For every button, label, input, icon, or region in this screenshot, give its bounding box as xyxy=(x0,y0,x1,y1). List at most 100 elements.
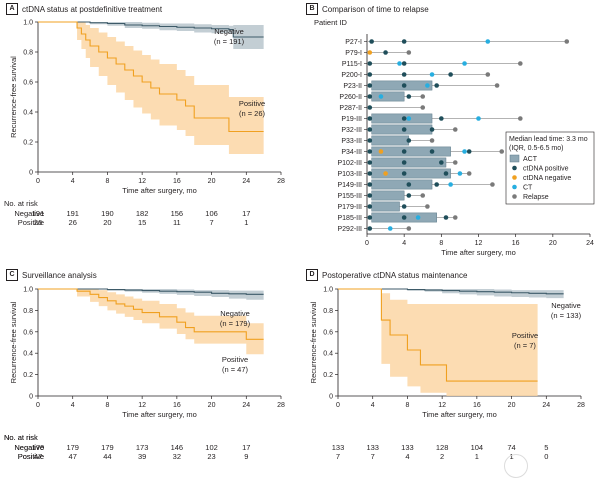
legend-subtitle: (IQR, 0.5-6.5 mo) xyxy=(509,145,563,152)
act-bar xyxy=(371,190,405,201)
x-tick-label: 0 xyxy=(365,240,369,247)
ctdna-positive-point xyxy=(367,226,373,231)
at-risk-cell: 11 xyxy=(172,218,181,227)
ctdna-positive-point xyxy=(401,39,407,44)
at-risk-row-label: Positive xyxy=(17,218,44,227)
at-risk-cell: 47 xyxy=(33,452,43,461)
at-risk-cell: 102 xyxy=(205,443,218,452)
y-axis-label: Recurrence-free survival xyxy=(309,301,318,383)
at-risk-cell: 156 xyxy=(170,209,184,218)
x-axis-label: Time after surgery, mo xyxy=(122,186,197,195)
x-tick-label: 20 xyxy=(208,178,216,185)
ctdna-positive-point xyxy=(429,149,435,154)
y-tick-label: 1.0 xyxy=(323,287,333,294)
y-tick-label: 0.6 xyxy=(23,329,33,336)
at-risk-cell: 20 xyxy=(103,218,112,227)
negative-label: Negative xyxy=(214,27,244,36)
negative-n-label: (n = 133) xyxy=(551,311,582,320)
legend-box xyxy=(505,131,595,205)
positive-label: Positive xyxy=(239,99,265,108)
positive-n-label: (n = 47) xyxy=(222,365,249,374)
y-tick-label: 0.2 xyxy=(23,140,33,147)
patient-id-label: P155-III xyxy=(337,193,362,200)
at-risk-cell: 179 xyxy=(31,443,45,452)
positive-survival-line xyxy=(38,288,264,340)
patient-id-label: P115-I xyxy=(342,61,362,68)
ctdna-positive-point xyxy=(439,160,444,165)
at-risk-cell: 133 xyxy=(401,443,414,452)
relapse-point xyxy=(518,116,523,121)
ctdna-positive-point xyxy=(448,72,453,77)
panel-b-header: B Comparison of time to relapse xyxy=(306,2,429,16)
patient-id-label: P34-III xyxy=(341,149,362,156)
patient-id-label: P292-III xyxy=(337,226,362,233)
relapse-point xyxy=(429,138,435,143)
negative-survival-line xyxy=(38,21,264,38)
at-risk-cell: 128 xyxy=(435,443,449,452)
x-tick-label: 16 xyxy=(173,402,181,409)
x-tick-label: 20 xyxy=(508,402,516,409)
positive-ci-band xyxy=(338,289,538,396)
panel-a-letter: A xyxy=(6,3,18,15)
act-bar xyxy=(371,124,433,135)
at-risk-cell: 179 xyxy=(101,443,114,452)
legend-ct-swatch xyxy=(512,184,517,190)
act-bar xyxy=(371,91,405,102)
at-risk-cell: 179 xyxy=(66,443,79,452)
at-risk-cell: 26 xyxy=(68,218,77,227)
ct-point xyxy=(387,226,393,231)
x-tick-label: 8 xyxy=(405,402,409,409)
at-risk-cell: 47 xyxy=(68,452,77,461)
positive-label: Positive xyxy=(512,331,538,340)
y-tick-label: 0.8 xyxy=(323,308,333,315)
relapse-point xyxy=(490,182,495,187)
ctdna-positive-point xyxy=(367,83,373,88)
x-tick-label: 8 xyxy=(439,240,443,247)
relapse-point xyxy=(406,50,412,55)
negative-n-label: (n = 179) xyxy=(220,319,251,328)
ctdna-positive-point xyxy=(367,94,373,99)
patient-id-label: P102-III xyxy=(337,160,362,167)
y-tick-label: 0.4 xyxy=(323,351,333,358)
negative-ci-band xyxy=(38,22,264,49)
act-bar xyxy=(371,135,410,146)
x-tick-label: 24 xyxy=(542,402,550,409)
patient-id-label: P200-I xyxy=(341,72,362,79)
y-tick-label: 0.8 xyxy=(23,308,33,315)
legend-label: ctDNA negative xyxy=(523,175,571,182)
negative-survival-line xyxy=(338,288,564,295)
ctdna-positive-point xyxy=(367,160,373,165)
panel-c-letter: C xyxy=(6,269,18,281)
university-seal-icon xyxy=(504,454,528,478)
panel-d-header: D Postoperative ctDNA status maintenance xyxy=(306,268,467,282)
positive-n-label: (n = 26) xyxy=(239,109,266,118)
ctdna-positive-point xyxy=(401,72,407,77)
y-tick-label: 0.4 xyxy=(23,110,33,117)
y-tick-label: 0.6 xyxy=(23,80,33,87)
legend-title: Median lead time: 3.3 mo xyxy=(509,136,588,143)
at-risk-cell: 4 xyxy=(405,452,410,461)
ct-point xyxy=(462,61,467,66)
ctdna-positive-point xyxy=(443,171,449,176)
at-risk-cell: 191 xyxy=(66,209,79,218)
y-tick-label: 0.2 xyxy=(23,372,33,379)
ctdna-positive-point xyxy=(401,160,407,165)
ctdna-positive-point xyxy=(434,83,439,88)
ctdna-positive-point xyxy=(401,61,407,66)
y-tick-label: 1.0 xyxy=(23,287,33,294)
ctdna-positive-point xyxy=(367,149,373,154)
at-risk-row-label: Negative xyxy=(14,443,44,452)
ctdna-positive-point xyxy=(383,50,388,55)
relapse-point xyxy=(499,149,505,154)
at-risk-cell: 26 xyxy=(33,218,43,227)
ct-point xyxy=(457,171,463,176)
at-risk-cell: 1 xyxy=(474,452,479,461)
at-risk-cell: 39 xyxy=(137,452,147,461)
x-tick-label: 0 xyxy=(336,402,340,409)
legend-label: ACT xyxy=(523,156,538,163)
at-risk-row-label: Positive xyxy=(17,452,44,461)
negative-ci-band xyxy=(338,289,564,299)
x-tick-label: 28 xyxy=(277,402,285,409)
x-tick-label: 24 xyxy=(242,178,250,185)
ct-point xyxy=(448,182,453,187)
